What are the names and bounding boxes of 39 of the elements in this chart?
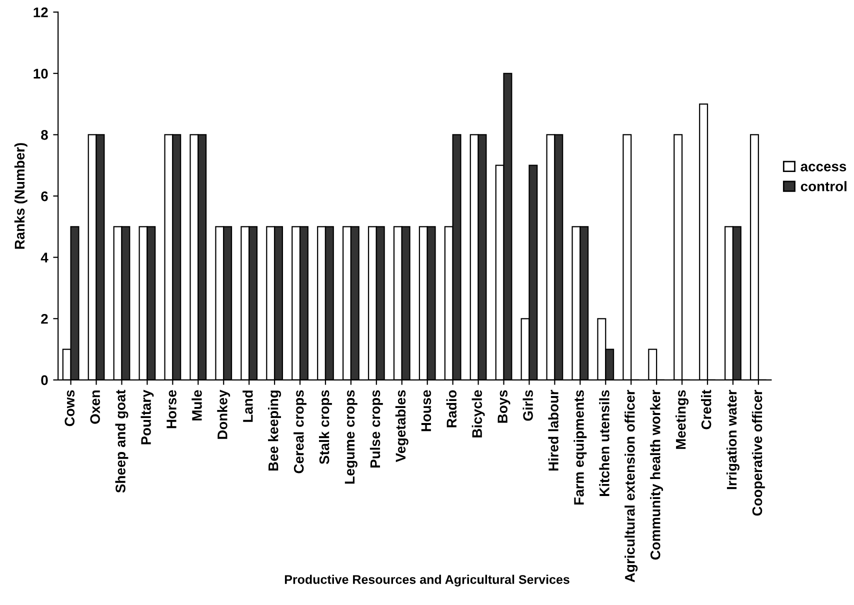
y-tick-label: 4	[40, 252, 48, 262]
x-tick-label: Kitchen utensils	[599, 390, 610, 496]
y-tick-label: 6	[41, 191, 48, 202]
y-axis-title: Ranks (Number)	[14, 143, 28, 249]
x-tick-label: Legume crops	[344, 390, 358, 484]
x-tick-label: Stalk crops	[319, 390, 332, 464]
x-tick-label: Mule	[192, 390, 202, 420]
legend-label: control	[800, 181, 846, 192]
x-tick-label: Hired labour	[548, 390, 558, 471]
x-tick-label: Bee keeping	[268, 390, 282, 471]
x-tick-label: Cereal crops	[294, 390, 306, 474]
x-axis-title: Productive Resources and Agricultural Services	[284, 574, 570, 586]
x-tick-label: Meetings	[676, 390, 689, 449]
x-tick-label: Agricultural extension officer	[624, 390, 638, 582]
x-tick-label: Credit	[701, 390, 712, 430]
x-tick-label: Horse	[166, 390, 176, 428]
x-tick-label: Radio	[446, 390, 457, 428]
y-tick-label: 10	[34, 68, 48, 79]
x-tick-label: House	[421, 390, 432, 432]
y-tick-label: 12	[34, 7, 48, 18]
x-tick-label: Sheep and goat	[115, 390, 128, 493]
x-tick-label: Donkey	[217, 390, 230, 439]
x-tick-label: Poultary	[140, 390, 154, 444]
x-tick-label: Land	[242, 390, 253, 422]
y-tick-label: 8	[41, 130, 48, 140]
x-tick-label: Irrigation water	[726, 390, 740, 490]
y-tick-label: 2	[41, 314, 48, 324]
x-tick-label: Bicycle	[472, 390, 485, 438]
y-tick-label: 0	[41, 375, 48, 386]
x-tick-label: Community health worker	[650, 390, 664, 560]
x-tick-label: Farm equipments	[574, 390, 587, 504]
x-tick-label: Cooperative officer	[752, 390, 765, 516]
x-tick-label: Oxen	[90, 390, 100, 424]
x-tick-label: Boys	[498, 390, 510, 423]
x-tick-label: Girls	[522, 390, 533, 421]
x-tick-label: Cows	[64, 390, 75, 426]
x-tick-label: Pulse crops	[370, 390, 383, 468]
x-tick-label: Vegetables	[395, 390, 408, 462]
legend-label: access	[800, 164, 846, 172]
